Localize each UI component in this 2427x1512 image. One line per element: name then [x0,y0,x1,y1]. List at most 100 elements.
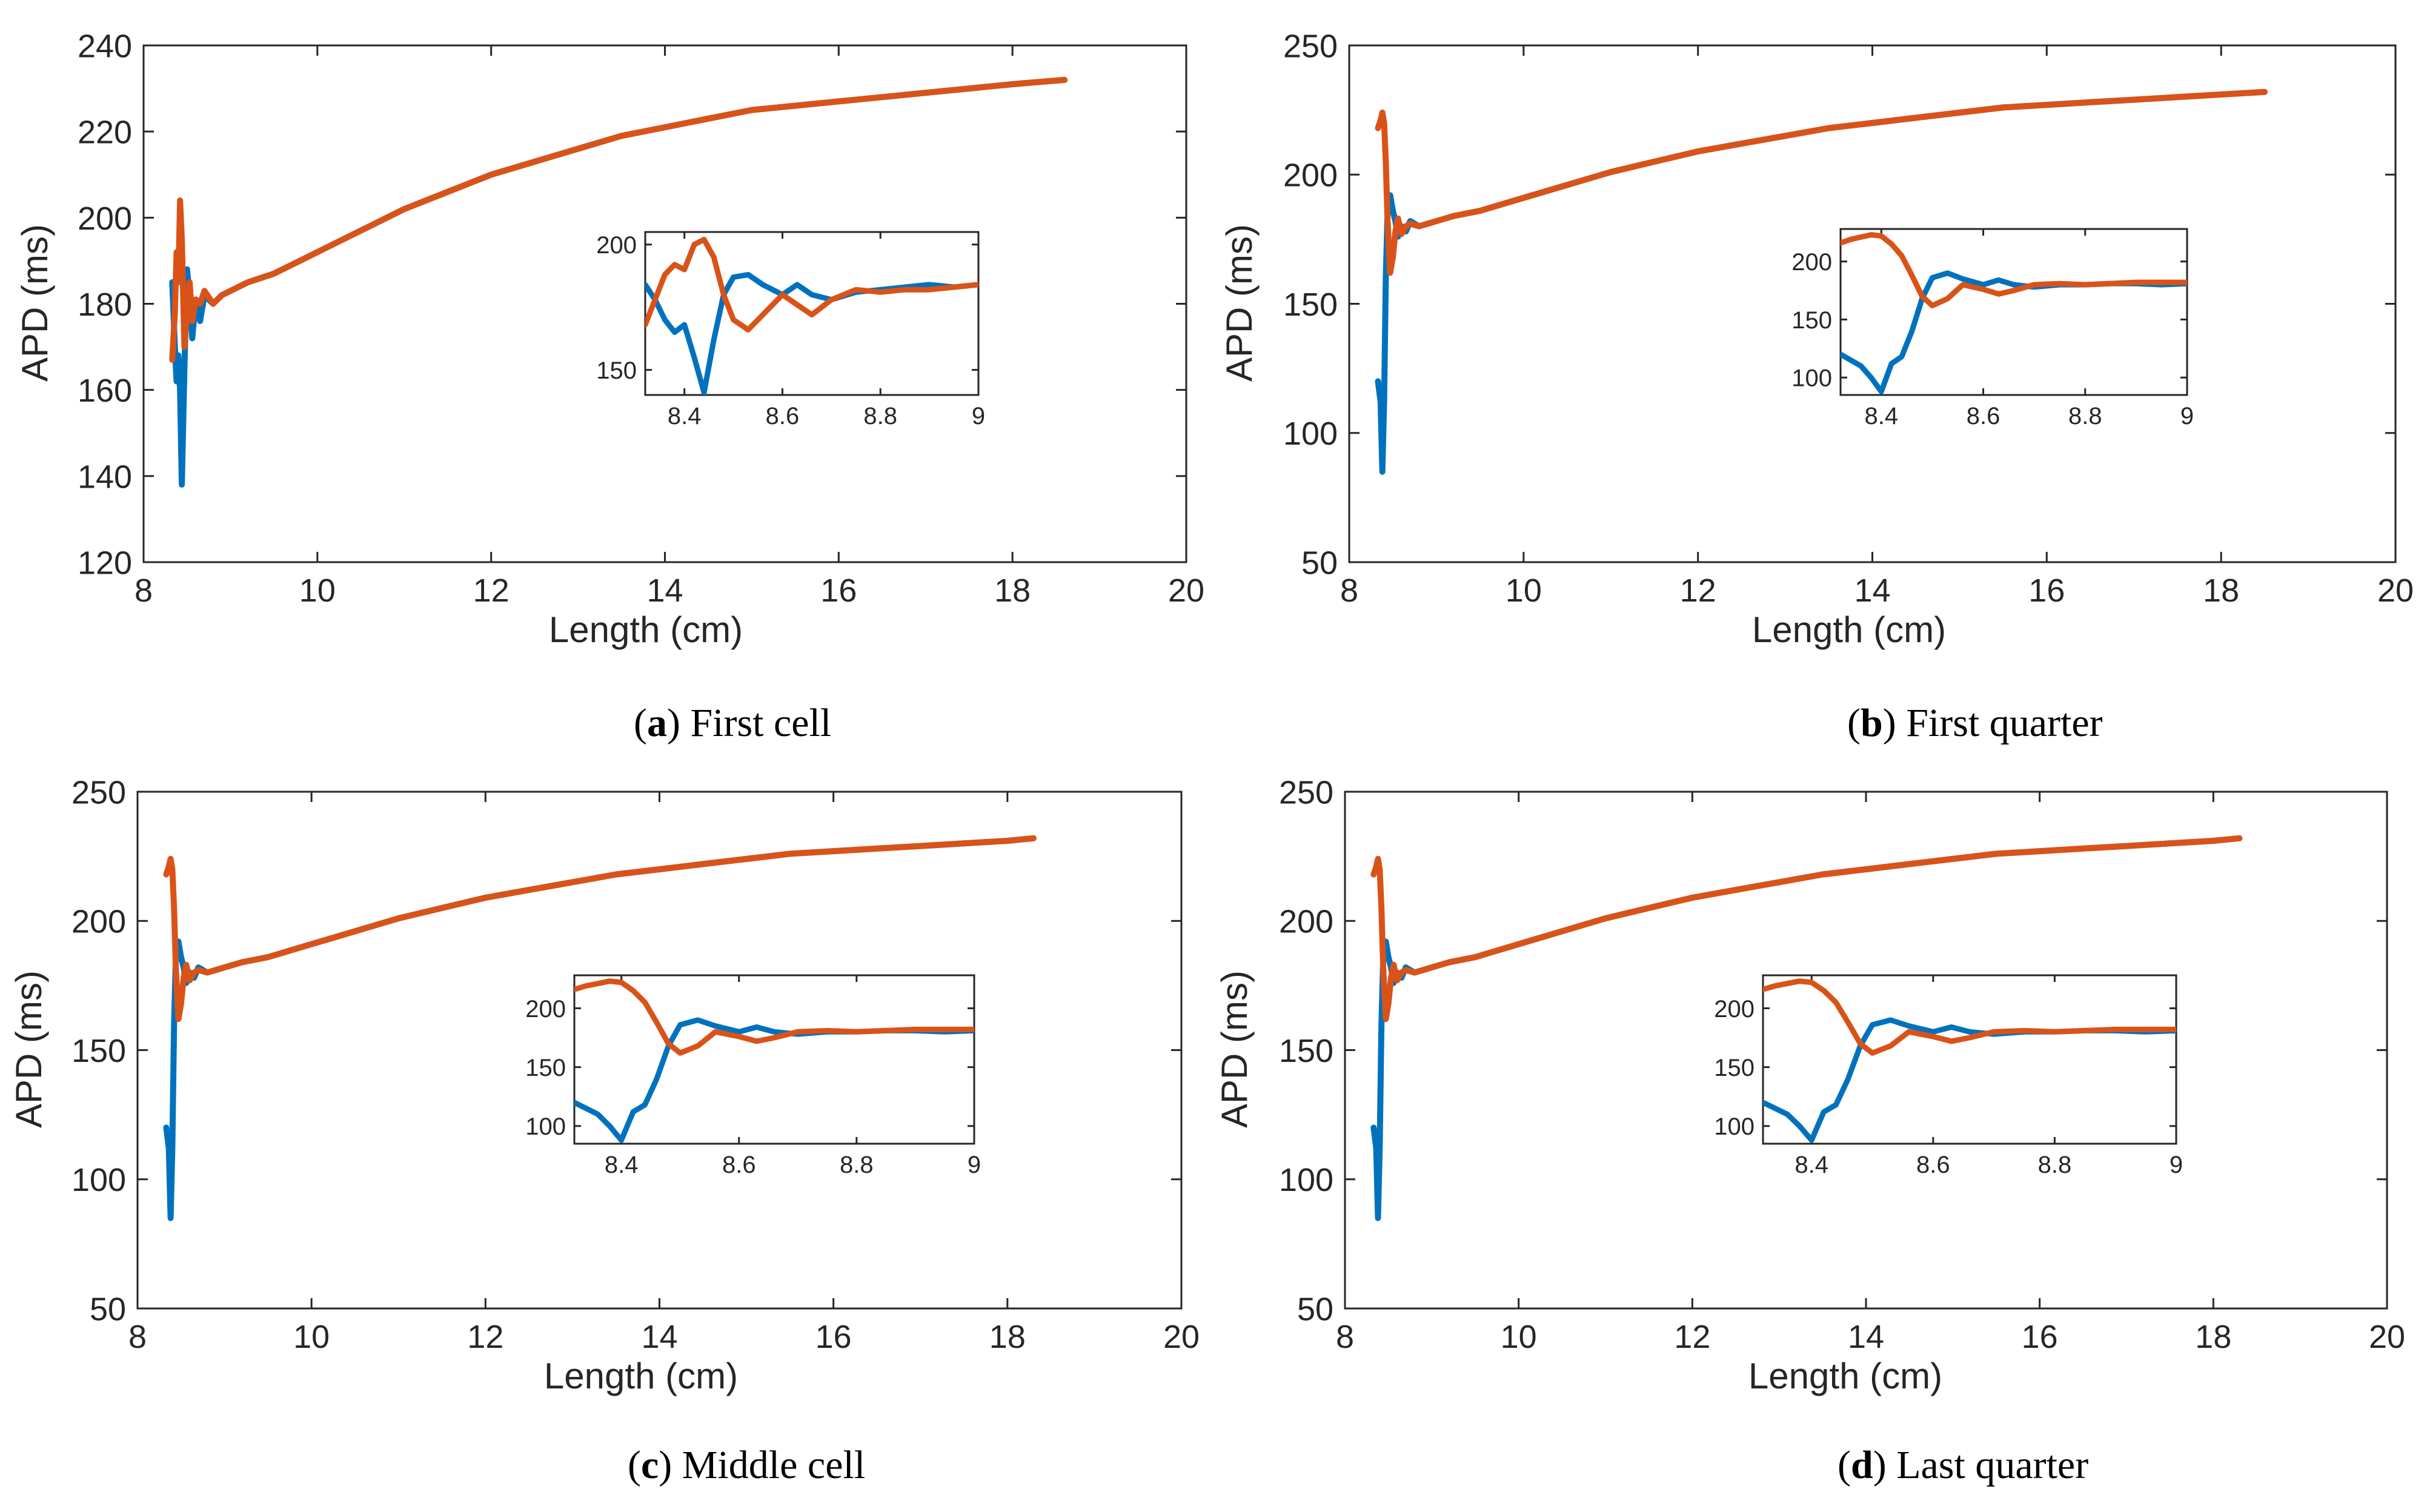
panel-c-ytick-label: 100 [71,1162,126,1198]
panel-b-ytick-label: 150 [1283,287,1338,323]
panel-d-caption-id: d [1851,1443,1873,1487]
panel-d-inset-xtick-label: 8.8 [2038,1152,2072,1178]
panel-d-series-orange [1370,835,2243,1023]
panel-a-inset-ytick-label: 150 [596,357,637,384]
panel-d-xtick-label: 14 [1848,1319,1884,1355]
panel-b-xtick-label: 20 [2377,572,2414,609]
panel-a-caption-close: ) [667,701,680,745]
panel-a-ytick-label: 240 [78,28,132,64]
panel-b-inset-xtick-label: 8.8 [2068,403,2102,429]
panel-d-inset-xtick-label: 9 [2170,1152,2183,1178]
panel-d-ylabel: APD (ms) [1214,970,1255,1128]
panel-b-ytick-label: 50 [1301,545,1338,581]
panel-b-inset-axes-box [1839,228,2188,396]
panel-b-inset-xtick-label: 8.6 [1967,403,2000,429]
panel-b-inset-ytick-label: 100 [1791,365,1832,392]
panel-c-inset-xtick-label: 8.6 [722,1152,756,1178]
panel-a-xtick-label: 12 [473,572,510,609]
panel-d-inset-xtick-label: 8.6 [1916,1152,1950,1178]
panel-d-inset-ytick-label: 100 [1714,1113,1755,1140]
panel-b-ylabel: APD (ms) [1219,224,1260,382]
panel-a-ytick-label: 220 [78,114,132,151]
panel-c-ylabel: APD (ms) [8,970,49,1128]
panel-b-caption-close: ) [1883,701,1896,745]
panel-c-inset-series-orange [574,978,974,1056]
panel-c-caption-text: Middle cell [672,1443,865,1487]
panel-c-ytick-label: 200 [71,904,126,940]
panel-a-inset-xtick-label: 9 [972,403,985,429]
panel-d-xtick-label: 8 [1336,1319,1354,1355]
panel-b-inset-ytick-label: 200 [1791,249,1832,276]
panel-b-inset-xtick-label: 9 [2180,403,2194,429]
panel-c-ytick-label: 250 [71,774,126,811]
panel-d-xtick-label: 20 [2369,1319,2405,1355]
panel-c: 8 10 12 14 16 18 20 50 100 150 200 250 Length (cm) AP… [8,774,1200,1487]
panel-b-xtick-label: 18 [2203,572,2239,609]
panel-a-inset: 8.4 8.6 8.8 9 150 200 [596,231,985,429]
panel-b-xtick-label: 12 [1680,572,1716,609]
panel-a-series-orange [169,76,1068,363]
panel-c-ytick-label: 50 [90,1291,126,1327]
panel-b-xtick-label: 10 [1506,572,1542,609]
panel-d: 8 10 12 14 16 18 20 50 100 150 200 250 Length (cm) AP… [1214,774,2405,1487]
panel-b-inset: 8.4 8.6 8.8 9 100 150 200 [1791,228,2194,429]
panel-a-inset-xtick-label: 8.4 [668,403,702,429]
panel-a-xtick-label: 18 [994,572,1031,609]
panel-d-inset-xtick-label: 8.4 [1795,1152,1828,1178]
panel-d-caption-open: ( [1838,1443,1851,1487]
panel-d-ytick-label: 150 [1279,1033,1333,1069]
panel-c-caption-id: c [641,1443,659,1487]
panel-a-ytick-label: 180 [78,287,132,323]
panel-c-inset-axes-box [573,974,975,1145]
panel-a-xtick-label: 14 [646,572,683,609]
panel-b-caption-id: b [1861,701,1883,745]
panel-b-ytick-label: 200 [1283,158,1338,194]
panel-a-xtick-label: 20 [1168,572,1204,609]
panel-b-inset-ytick-label: 150 [1791,307,1832,334]
panel-a-inset-xtick-label: 8.6 [766,403,800,429]
panel-a-ytick-label: 160 [78,373,132,409]
panel-c-ytick-label: 150 [71,1033,126,1069]
panel-d-inset-series-orange [1763,978,2176,1056]
panel-b-inset-xtick-label: 8.4 [1864,403,1898,429]
panel-a-xtick-label: 16 [820,572,857,609]
panel-d-xtick-label: 10 [1501,1319,1537,1355]
panel-b: 8 10 12 14 16 18 20 50 100 150 200 250 Length (cm) AP… [1219,28,2414,745]
panel-a-caption-text: First cell [680,701,831,745]
panel-c-inset: 8.4 8.6 8.8 9 100 150 200 [525,974,981,1178]
panel-a: 8 10 12 14 16 18 20 120 140 160 180 200 220 240 Length… [15,28,1204,745]
panel-a-ylabel: APD (ms) [15,224,55,382]
panel-a-ytick-label: 120 [78,545,132,581]
panel-d-ytick-label: 200 [1279,904,1333,940]
panel-d-xtick-label: 18 [2195,1319,2231,1355]
panel-b-inset-series-orange [1841,232,2187,308]
panel-c-inset-ytick-label: 100 [525,1113,566,1140]
panel-a-xlabel: Length (cm) [549,609,743,650]
panel-c-inset-xtick-label: 9 [968,1152,981,1178]
panel-c-caption: (c) Middle cell [628,1443,865,1487]
panel-a-inset-xtick-label: 8.8 [863,403,897,429]
panel-d-xtick-label: 16 [2022,1319,2058,1355]
panel-c-xtick-label: 16 [815,1319,852,1355]
panel-c-xtick-label: 14 [641,1319,677,1355]
panel-a-xtick-label: 8 [134,572,153,609]
panel-a-caption-open: ( [634,701,647,745]
panel-c-inset-ytick-label: 150 [525,1055,566,1081]
panel-b-caption: (b) First quarter [1847,701,2103,745]
panel-b-xtick-label: 16 [2028,572,2065,609]
panel-a-ytick-label: 200 [78,201,132,237]
panel-d-xlabel: Length (cm) [1748,1356,1942,1396]
panel-a-xtick-label: 10 [299,572,336,609]
panel-c-inset-xtick-label: 8.4 [605,1152,639,1178]
panel-c-inset-xtick-label: 8.8 [840,1152,874,1178]
panel-b-ytick-label: 250 [1283,28,1338,64]
panel-c-inset-ytick-label: 200 [525,996,566,1023]
panel-b-caption-open: ( [1847,701,1861,745]
panel-b-caption-text: First quarter [1896,701,2103,745]
panel-d-inset-ytick-label: 150 [1714,1055,1755,1081]
panel-c-xlabel: Length (cm) [544,1356,738,1396]
panel-b-xtick-label: 8 [1340,572,1358,609]
panel-d-caption: (d) Last quarter [1838,1443,2088,1487]
panel-d-inset: 8.4 8.6 8.8 9 100 150 200 [1714,974,2183,1178]
